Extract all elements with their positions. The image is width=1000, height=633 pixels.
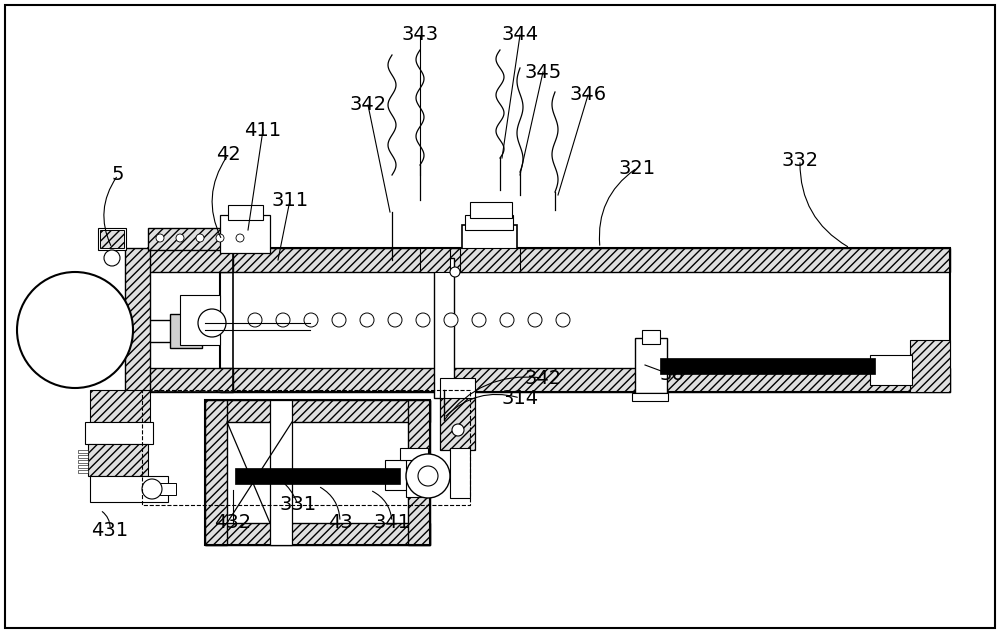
Bar [660,358,875,374]
Circle shape [406,454,450,498]
Circle shape [360,313,374,327]
Bar [470,202,512,218]
Bar [148,368,233,392]
Text: 411: 411 [244,120,282,139]
Bar [406,455,422,497]
Circle shape [528,313,542,327]
Bar [148,228,268,250]
Circle shape [156,234,164,242]
Circle shape [216,234,224,242]
Circle shape [388,313,402,327]
Bar [78,470,88,473]
Circle shape [236,234,244,242]
Bar [78,460,88,463]
Circle shape [332,313,346,327]
Bar [220,215,270,253]
Text: 345: 345 [524,63,562,82]
Text: 341: 341 [373,513,411,532]
Bar [465,215,513,230]
Circle shape [248,313,262,327]
Text: 432: 432 [214,513,252,532]
Circle shape [196,234,204,242]
Text: 342: 342 [349,96,387,115]
Circle shape [418,466,438,486]
Bar [100,230,124,248]
Bar [85,422,153,444]
Text: 342: 342 [524,368,562,387]
Bar [450,448,470,498]
Bar [148,248,233,392]
Bar [462,225,517,267]
Text: 5: 5 [112,165,124,184]
Bar [90,390,150,422]
Text: 344: 344 [501,25,539,44]
Bar [910,340,950,392]
Circle shape [452,424,464,436]
Bar [90,476,168,502]
Bar [632,393,668,401]
Text: 314: 314 [501,389,539,408]
Bar [440,378,475,398]
Bar [88,444,148,476]
Bar [170,314,202,348]
Bar [460,248,520,272]
Circle shape [444,313,458,327]
Bar [148,248,233,272]
Circle shape [450,267,460,277]
Bar [125,248,150,392]
Circle shape [556,313,570,327]
Bar [642,330,660,344]
Circle shape [142,479,162,499]
Text: 321: 321 [618,158,656,177]
Text: 332: 332 [781,151,819,170]
Bar [78,450,88,453]
Bar [420,248,450,272]
Bar [205,523,430,545]
Bar [160,483,176,495]
Bar [385,460,415,490]
Circle shape [17,272,133,388]
Circle shape [198,309,226,337]
Circle shape [472,313,486,327]
Bar [228,205,263,220]
Bar [180,295,220,345]
Bar [128,320,218,342]
Bar [220,248,950,392]
Circle shape [176,234,184,242]
Circle shape [104,250,120,266]
Bar [205,400,430,545]
Circle shape [500,313,514,327]
Bar [98,228,126,250]
Bar [220,248,950,272]
Text: 43: 43 [328,513,352,532]
Bar [270,400,292,545]
Text: 42: 42 [216,146,240,165]
Bar [220,368,950,392]
Bar [434,258,454,398]
Bar [205,400,430,422]
Bar [635,338,667,393]
Circle shape [416,313,430,327]
Bar [78,465,88,468]
Text: 343: 343 [401,25,439,44]
Bar [440,395,475,450]
Circle shape [304,313,318,327]
Text: 331: 331 [279,496,317,515]
Text: 431: 431 [91,520,129,539]
Bar [400,448,428,460]
Text: 311: 311 [271,191,309,210]
Text: 346: 346 [569,85,607,104]
Bar [235,468,400,484]
Bar [408,400,430,545]
Bar [870,355,912,385]
Bar [78,455,88,458]
Bar [205,400,227,545]
Circle shape [276,313,290,327]
Text: 36: 36 [660,365,684,384]
